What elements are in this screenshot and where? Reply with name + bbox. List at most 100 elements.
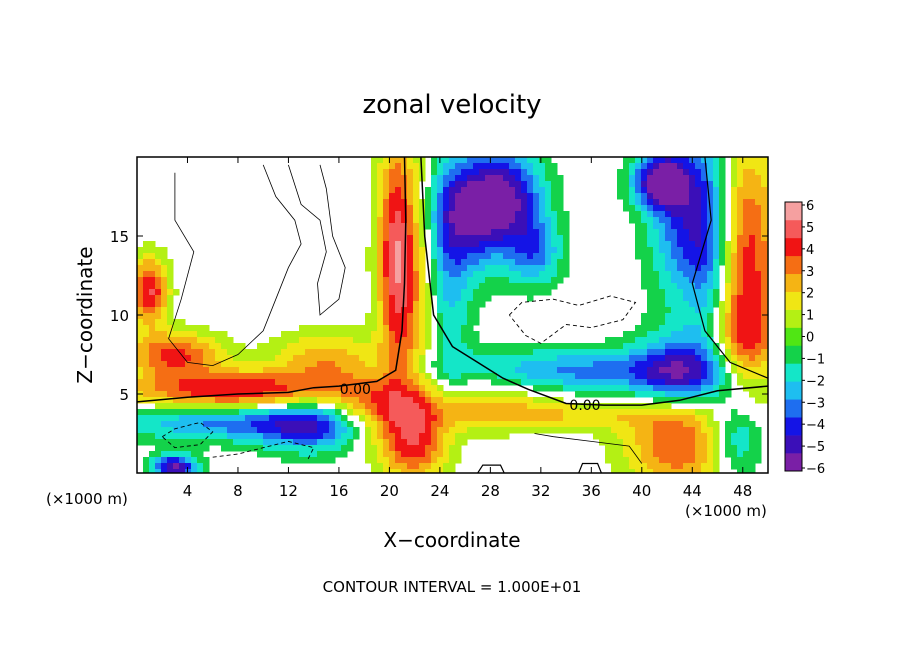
field-cell (671, 457, 678, 464)
field-cell (407, 337, 414, 344)
field-cell (371, 229, 378, 236)
field-cell (209, 349, 216, 356)
field-cell (539, 235, 546, 242)
field-cell (173, 325, 180, 332)
field-cell (743, 223, 750, 230)
field-cell (743, 343, 750, 350)
colorbar-swatch (785, 309, 802, 328)
field-cell (557, 187, 564, 194)
field-cell (173, 373, 180, 380)
field-cell (437, 223, 444, 230)
field-cell (557, 265, 564, 272)
field-cell (209, 439, 216, 446)
field-cell (545, 169, 552, 176)
field-cell (455, 271, 462, 278)
field-cell (137, 409, 144, 416)
field-cell (383, 343, 390, 350)
field-cell (155, 415, 162, 422)
field-cell (185, 337, 192, 344)
field-cell (449, 277, 456, 284)
field-cell (143, 289, 150, 296)
field-cell (635, 355, 642, 362)
field-cell (155, 403, 162, 410)
field-cell (659, 295, 666, 302)
field-cell (425, 343, 432, 350)
field-cell (755, 385, 762, 392)
field-cell (695, 397, 702, 404)
field-cell (689, 337, 696, 344)
field-cell (413, 337, 420, 344)
field-cell (521, 289, 528, 296)
field-cell (647, 235, 654, 242)
field-cell (137, 433, 144, 440)
field-cell (329, 343, 336, 350)
field-cell (221, 337, 228, 344)
x-tick-label: 36 (582, 482, 601, 500)
field-cell (485, 235, 492, 242)
field-cell (545, 283, 552, 290)
field-cell (521, 409, 528, 416)
field-cell (431, 223, 438, 230)
field-cell (155, 457, 162, 464)
field-cell (371, 427, 378, 434)
field-cell (191, 421, 198, 428)
field-cell (245, 397, 252, 404)
field-cell (695, 391, 702, 398)
field-cell (479, 415, 486, 422)
field-cell (683, 283, 690, 290)
field-cell (659, 319, 666, 326)
field-cell (155, 427, 162, 434)
field-cell (731, 271, 738, 278)
field-cell (377, 403, 384, 410)
field-cell (461, 205, 468, 212)
field-cell (191, 427, 198, 434)
field-cell (491, 241, 498, 248)
field-cell (623, 379, 630, 386)
field-cell (707, 217, 714, 224)
field-cell (665, 361, 672, 368)
field-cell (689, 271, 696, 278)
field-cell (569, 367, 576, 374)
field-cell (419, 265, 426, 272)
field-cell (311, 367, 318, 374)
field-cell (509, 361, 516, 368)
field-cell (707, 169, 714, 176)
field-cell (431, 277, 438, 284)
field-cell (617, 337, 624, 344)
field-cell (275, 409, 282, 416)
field-cell (545, 247, 552, 254)
field-cell (737, 205, 744, 212)
field-cell (269, 391, 276, 398)
field-cell (197, 367, 204, 374)
field-cell (557, 271, 564, 278)
field-cell (395, 361, 402, 368)
field-cell (191, 469, 198, 473)
field-cell (287, 379, 294, 386)
field-cell (707, 235, 714, 242)
field-cell (635, 415, 642, 422)
field-cell (323, 343, 330, 350)
field-cell (167, 403, 174, 410)
field-cell (671, 445, 678, 452)
field-cell (653, 385, 660, 392)
field-cell (161, 247, 168, 254)
field-cell (761, 271, 768, 278)
field-cell (755, 313, 762, 320)
field-cell (665, 307, 672, 314)
field-cell (191, 391, 198, 398)
field-cell (695, 427, 702, 434)
field-cell (311, 331, 318, 338)
field-cell (455, 379, 462, 386)
field-cell (227, 415, 234, 422)
field-cell (137, 313, 144, 320)
field-cell (443, 391, 450, 398)
field-cell (377, 169, 384, 176)
field-cell (437, 193, 444, 200)
field-cell (455, 397, 462, 404)
field-cell (551, 199, 558, 206)
field-cell (167, 301, 174, 308)
field-cell (377, 283, 384, 290)
field-cell (671, 181, 678, 188)
field-cell (629, 469, 636, 473)
field-cell (401, 205, 408, 212)
